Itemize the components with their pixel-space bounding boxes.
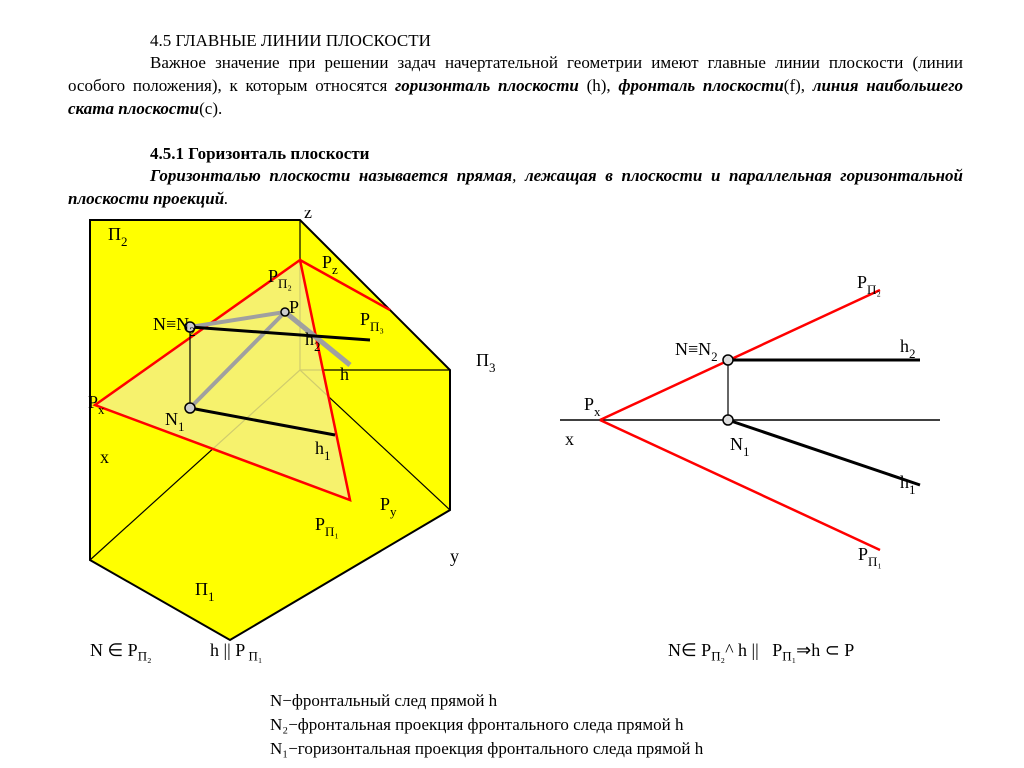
mr3s: П₁ xyxy=(782,649,796,664)
mr4: ⇒h ⊂ P xyxy=(796,640,854,660)
svg-text:N≡N2: N≡N2 xyxy=(675,339,718,364)
ml2a: h || P xyxy=(210,640,245,660)
mr3: P xyxy=(772,640,782,660)
right-projection-diagram: PП₂ PП₁ h2 h1 N≡N2 N1 Pxx xyxy=(560,250,960,590)
legend-2: N₂−фронтальная проекция фронтального сле… xyxy=(270,714,683,737)
section-heading: 4.5 ГЛАВНЫЕ ЛИНИИ ПЛОСКОСТИ xyxy=(150,30,960,53)
math-right: N∈ PП₂^ h || PП₁⇒h ⊂ P xyxy=(668,638,854,665)
paragraph-1: Важное значение при решении задач начерт… xyxy=(68,52,963,121)
math-left-1: N ∈ PП₂ xyxy=(90,638,152,665)
mr1s: П₂ xyxy=(711,649,725,664)
svg-text:x: x xyxy=(565,429,574,449)
subsection-heading: 4.5.1 Горизонталь плоскости xyxy=(150,143,369,166)
legend-3: N₁−горизонтальная проекция фронтального … xyxy=(270,738,703,761)
svg-text:z: z xyxy=(304,210,312,222)
mr1: N∈ P xyxy=(668,640,711,660)
mr2: ^ h || xyxy=(725,640,759,660)
svg-text:Px: Px xyxy=(584,394,601,419)
def-a: Горизонталью плоскости называется прямая xyxy=(150,166,512,185)
svg-text:x: x xyxy=(100,447,109,467)
svg-text:h1: h1 xyxy=(900,472,916,497)
legend-1: N−фронтальный след прямой h xyxy=(270,690,497,713)
svg-text:П3: П3 xyxy=(476,350,496,375)
p1-d: (c). xyxy=(199,99,222,118)
ml1b: П₂ xyxy=(138,649,152,664)
def-b: , xyxy=(512,166,525,185)
def-d: . xyxy=(224,189,228,208)
p1-c: (f), xyxy=(784,76,813,95)
term-gorizontal: горизонталь плоскости xyxy=(395,76,579,95)
svg-text:PП₁: PП₁ xyxy=(858,544,882,569)
svg-text:y: y xyxy=(450,546,459,566)
ml2b: П₁ xyxy=(248,649,262,664)
ml1a: N ∈ P xyxy=(90,640,138,660)
svg-text:P: P xyxy=(289,297,299,317)
definition: Горизонталью плоскости называется прямая… xyxy=(68,165,963,211)
svg-text:h2: h2 xyxy=(900,336,916,361)
left-3d-diagram: П2П3П1PП₂PzPП₃PxPyPП₁N≡N2Ph2hN1h1xyz xyxy=(40,210,520,660)
svg-text:PП₂: PП₂ xyxy=(857,272,881,297)
p1-b: (h), xyxy=(579,76,618,95)
math-left-2: h || P П₁ xyxy=(210,638,262,665)
svg-text:N1: N1 xyxy=(730,434,750,459)
svg-text:h: h xyxy=(340,364,349,384)
term-frontal: фронталь плоскости xyxy=(618,76,783,95)
